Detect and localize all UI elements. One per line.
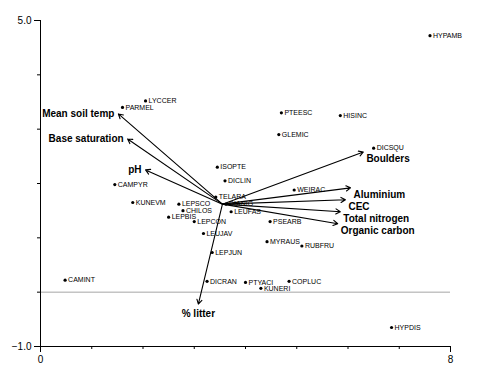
svg-text:8: 8 xyxy=(448,354,454,365)
svg-text:MYRAUS: MYRAUS xyxy=(270,238,300,245)
svg-text:CAMINT: CAMINT xyxy=(68,276,96,283)
svg-text:Boulders: Boulders xyxy=(366,153,410,164)
svg-text:DICRAN: DICRAN xyxy=(210,278,237,285)
svg-text:LEUFAS: LEUFAS xyxy=(234,208,261,215)
svg-text:CAMPYR: CAMPYR xyxy=(118,181,148,188)
svg-text:HISINC: HISINC xyxy=(343,112,367,119)
svg-text:DIANIG: DIANIG xyxy=(229,200,253,207)
svg-text:Total nitrogen: Total nitrogen xyxy=(343,213,409,224)
svg-text:LEUJAV: LEUJAV xyxy=(206,230,232,237)
svg-text:5.0: 5.0 xyxy=(18,15,32,26)
svg-text:LEPCON: LEPCON xyxy=(197,218,226,225)
svg-text:Mean soil temp: Mean soil temp xyxy=(42,108,114,119)
svg-text:PTYACI: PTYACI xyxy=(248,278,274,286)
svg-text:Base saturation: Base saturation xyxy=(49,133,124,144)
svg-text:pH: pH xyxy=(128,164,141,175)
svg-text:HYPDIS: HYPDIS xyxy=(395,324,421,331)
svg-text:LEPJUN: LEPJUN xyxy=(215,249,242,256)
svg-text:% litter: % litter xyxy=(182,308,215,319)
svg-text:KUNERI: KUNERI xyxy=(264,285,291,292)
svg-text:PTEESC: PTEESC xyxy=(284,109,312,116)
svg-text:PARMEL: PARMEL xyxy=(126,104,154,111)
svg-text:Aluminium: Aluminium xyxy=(354,189,406,200)
svg-text:COPLUC: COPLUC xyxy=(292,278,321,285)
svg-text:LYCCER: LYCCER xyxy=(149,97,177,104)
svg-text:GLEMIC: GLEMIC xyxy=(282,131,309,138)
svg-text:Organic carbon: Organic carbon xyxy=(341,225,415,236)
svg-text:LEPSCO: LEPSCO xyxy=(181,200,211,208)
svg-text:TELARA: TELARA xyxy=(219,193,247,200)
svg-text:HYPAMB: HYPAMB xyxy=(433,32,462,39)
svg-text:ISOPTE: ISOPTE xyxy=(220,163,246,170)
svg-text:KUNEVM: KUNEVM xyxy=(136,199,166,206)
svg-text:DICLIN: DICLIN xyxy=(228,177,251,184)
svg-text:PSEARB: PSEARB xyxy=(273,218,302,225)
svg-text:CHILOS: CHILOS xyxy=(186,206,212,214)
svg-text:0: 0 xyxy=(38,354,44,365)
svg-text:CEC: CEC xyxy=(348,201,369,212)
svg-text:DICSQU: DICSQU xyxy=(377,144,404,152)
svg-text:RUBFRU: RUBFRU xyxy=(305,242,334,249)
svg-text:LEPBIS: LEPBIS xyxy=(172,213,197,220)
svg-text:−1.0: −1.0 xyxy=(12,341,32,352)
svg-text:WEIRAC: WEIRAC xyxy=(297,186,325,193)
